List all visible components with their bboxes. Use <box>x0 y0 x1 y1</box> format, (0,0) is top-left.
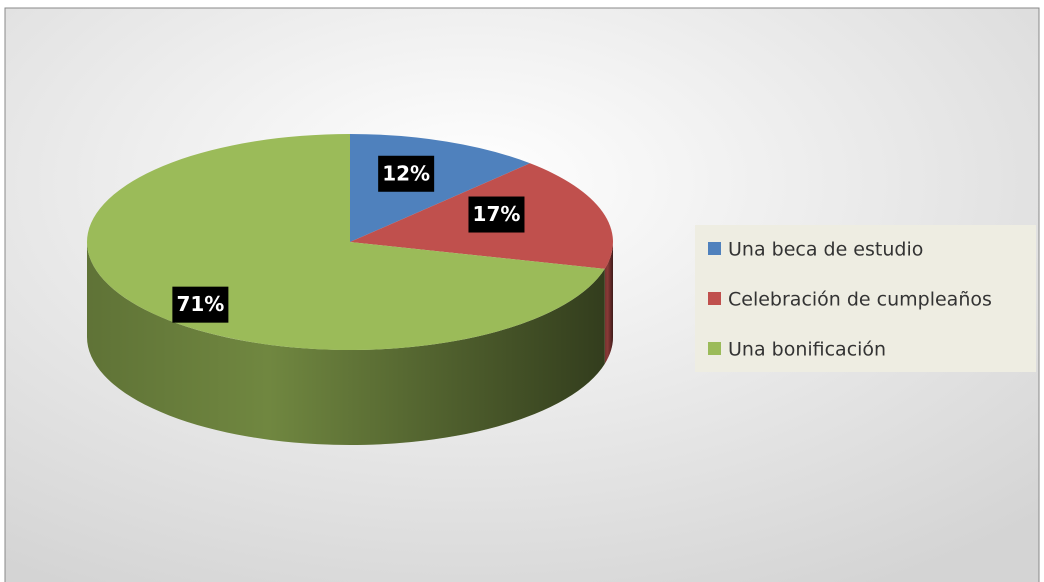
legend: Una beca de estudio Celebración de cumple… <box>708 239 992 361</box>
pie <box>86 134 613 445</box>
slice-side-shade <box>604 242 613 364</box>
legend-swatch <box>708 242 721 255</box>
legend-label: Una bonificación <box>728 339 886 361</box>
data-label: 17% <box>473 202 521 226</box>
slice-side-shade <box>87 242 605 445</box>
data-label: 71% <box>176 292 224 316</box>
legend-swatch <box>708 342 721 355</box>
legend-label: Celebración de cumpleaños <box>728 289 992 311</box>
labels: 12% 17% 71% <box>172 155 525 323</box>
data-label-box <box>468 196 525 233</box>
legend-label: Una beca de estudio <box>728 239 923 261</box>
legend-box <box>695 225 1036 372</box>
data-label: 12% <box>382 161 430 185</box>
legend-swatch <box>708 292 721 305</box>
data-label-box <box>172 286 229 323</box>
data-label-box <box>378 155 435 192</box>
